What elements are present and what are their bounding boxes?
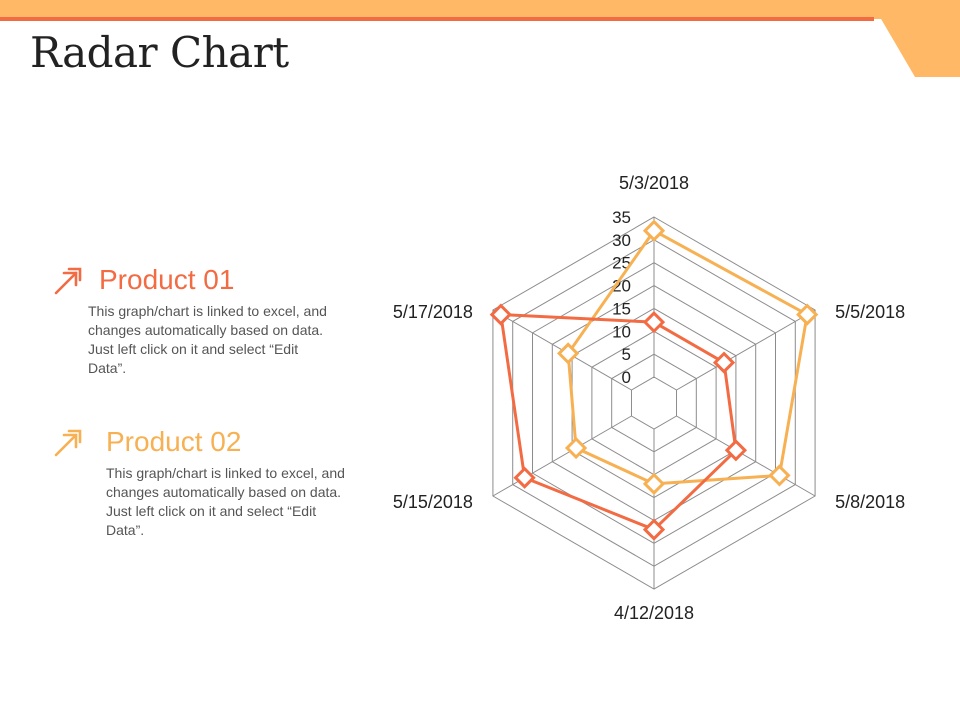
grid-ring (630, 376, 678, 430)
legend-product-01-name: Product 01 (99, 264, 235, 295)
tick-label: 5 (622, 345, 631, 364)
tick-label: 35 (612, 208, 631, 227)
category-label: 5/8/2018 (835, 492, 905, 512)
category-label: 5/15/2018 (393, 492, 473, 512)
page-title: Radar Chart (30, 28, 289, 77)
series-marker (642, 518, 666, 541)
category-label: 5/3/2018 (619, 173, 689, 193)
grid-spoke (676, 309, 816, 391)
series-marker (712, 351, 736, 374)
series-marker (642, 472, 666, 495)
top-accent-band (0, 0, 960, 19)
series-marker (564, 436, 588, 460)
tick-label: 0 (622, 368, 631, 387)
top-accent-line (0, 17, 874, 21)
category-label: 5/5/2018 (835, 302, 905, 322)
series-line (499, 313, 738, 532)
grid-spoke (676, 415, 816, 497)
legend-product-02-description: This graph/chart is linked to excel, and… (106, 465, 345, 538)
tick-label: 10 (612, 322, 631, 341)
double-arrow-up-right-icon (54, 267, 82, 295)
series-marker (557, 342, 580, 365)
double-arrow-up-right-icon (54, 429, 82, 457)
radar-chart: 051015202530355/3/20185/5/20185/8/20184/… (393, 173, 905, 623)
series-marker (768, 464, 791, 487)
series-marker (489, 303, 512, 326)
legend-product-02-name: Product 02 (106, 426, 242, 457)
grid-spoke (492, 415, 632, 497)
category-label: 5/17/2018 (393, 302, 473, 322)
legend-product-01-description: This graph/chart is linked to excel, and… (88, 303, 327, 376)
series-marker (513, 466, 536, 489)
tick-label: 15 (612, 299, 631, 318)
category-label: 4/12/2018 (614, 603, 694, 623)
series-marker (796, 303, 819, 326)
series-marker (642, 219, 666, 242)
tick-label: 30 (612, 231, 631, 250)
series-marker (724, 439, 748, 462)
series-marker (642, 311, 666, 334)
corner-decoration (870, 0, 960, 77)
